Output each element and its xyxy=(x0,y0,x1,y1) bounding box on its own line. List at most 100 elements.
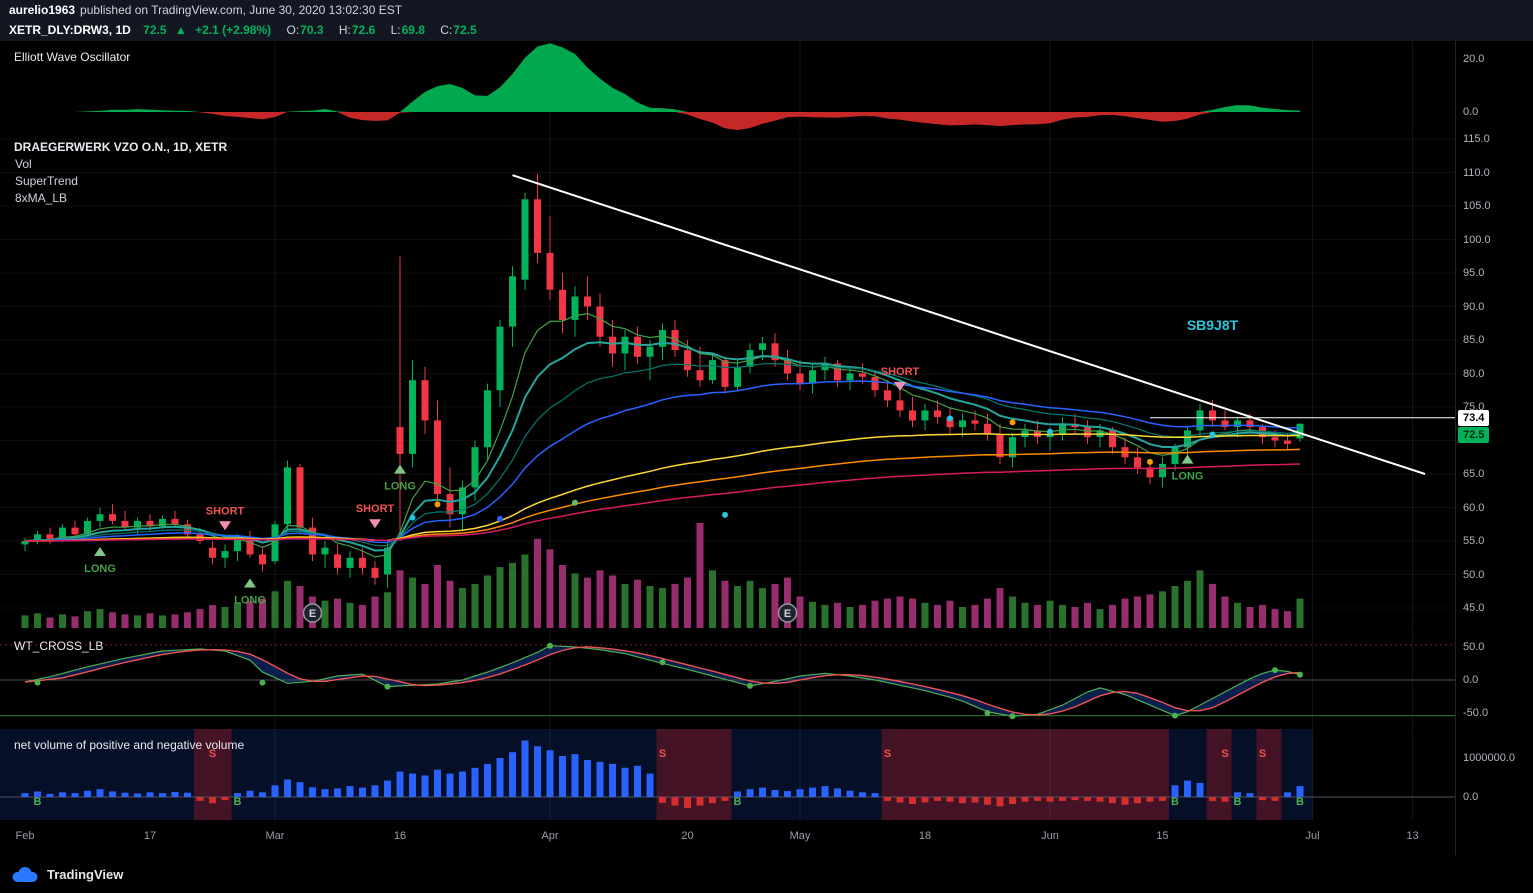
netvol-bar xyxy=(534,746,541,797)
candle-body xyxy=(596,306,604,337)
candle-body xyxy=(1109,430,1116,448)
netvol-bar xyxy=(71,793,79,797)
main-plot[interactable]: LONG SHORT LONG SHORT LONG SHORT LONG E E SB9J8T xyxy=(0,131,1455,629)
time-axis[interactable]: Feb 17 Mar 16 Apr 20 May 18 Jun 15 Jul 13 xyxy=(0,821,1533,856)
wt-cross-dot xyxy=(547,642,553,649)
netvol-bar xyxy=(296,782,304,797)
volume-bar xyxy=(296,586,304,628)
last-price-label: 72.5 xyxy=(1458,426,1490,443)
wt-cross-dot xyxy=(1009,713,1016,720)
volume-bar xyxy=(96,609,104,628)
netvol-bar xyxy=(1084,797,1091,801)
price-axis-netvol[interactable]: 1000000.0 0.0 xyxy=(1456,729,1533,821)
candle-body xyxy=(34,534,41,541)
price-tick: 50.0 xyxy=(1463,641,1485,653)
ewo-plot[interactable] xyxy=(0,41,1455,130)
pivot-dot xyxy=(1009,419,1016,426)
long-triangle-icon xyxy=(244,578,256,588)
netvol-bar xyxy=(309,787,316,798)
last-price-value: 72.5 xyxy=(143,23,167,37)
pivot-dot xyxy=(722,511,728,518)
netvol-bar xyxy=(1271,797,1279,801)
candle-body xyxy=(1009,437,1016,458)
netvol-plot[interactable]: B S B S B S B S B S B xyxy=(0,729,1455,820)
wt-plot[interactable] xyxy=(0,630,1455,728)
brand-name[interactable]: TradingView xyxy=(47,866,124,882)
earnings-letter: E xyxy=(784,608,791,620)
candle-body xyxy=(309,527,316,555)
volume-bar xyxy=(1134,596,1141,628)
candle-body xyxy=(171,518,179,525)
candle-body xyxy=(221,551,229,558)
long-triangle-icon xyxy=(394,464,406,474)
candle-body xyxy=(1084,427,1091,438)
axis-separator xyxy=(1455,41,1456,855)
candle-body xyxy=(1146,467,1154,478)
indicator-8xma-label[interactable]: 8xMA_LB xyxy=(15,191,68,205)
price-axis-wt[interactable]: 50.0 0.0 -50.0 xyxy=(1456,630,1533,729)
netvol-bar xyxy=(146,792,154,797)
candle-body xyxy=(959,420,966,428)
candle-body xyxy=(159,518,166,527)
candle-body xyxy=(809,370,816,384)
candle-body xyxy=(371,567,379,578)
candle-body xyxy=(684,350,691,371)
time-tick: 20 xyxy=(681,830,694,842)
price-axis-ewo[interactable]: 20.0 0.0 xyxy=(1456,41,1533,131)
netvol-bar xyxy=(521,740,529,797)
tradingview-logo-icon[interactable] xyxy=(10,865,40,884)
pivot-dot xyxy=(434,501,441,508)
netvol-bar xyxy=(1034,797,1041,801)
netvol-bar xyxy=(759,787,766,797)
candle-body xyxy=(1134,457,1141,468)
candle-body xyxy=(1184,430,1191,448)
netvol-bar xyxy=(884,797,891,801)
indicator-vol-label[interactable]: Vol xyxy=(15,157,32,171)
volume-bar xyxy=(609,575,616,628)
time-tick: Apr xyxy=(541,830,559,842)
netvol-bar xyxy=(546,750,554,797)
indicator-supertrend-label[interactable]: SuperTrend xyxy=(15,174,78,188)
long-label: LONG xyxy=(1172,471,1204,483)
price-axis-main[interactable]: 115.0 110.0 105.0 100.0 95.0 90.0 85.0 80.0 75.0… xyxy=(1456,131,1533,630)
netvol-bar xyxy=(371,785,379,797)
netvol-bar xyxy=(1259,797,1266,801)
candle-body xyxy=(409,380,416,454)
short-label: SHORT xyxy=(881,366,920,378)
volume-bar xyxy=(621,583,629,628)
volume-bar xyxy=(196,609,204,628)
price-tick: 115.0 xyxy=(1463,133,1490,145)
candle-body xyxy=(571,296,579,320)
main-title[interactable]: DRAEGERWERK VZO O.N., 1D, XETR xyxy=(14,140,228,154)
symbol-name[interactable]: XETR_DLY:DRW3, 1D xyxy=(9,23,131,37)
candle-body xyxy=(1271,437,1279,441)
volume-bar xyxy=(771,583,779,628)
wt-title[interactable]: WT_CROSS_LB xyxy=(14,639,104,653)
volume-bar xyxy=(509,562,516,628)
volume-bar xyxy=(571,573,579,628)
volume-bar xyxy=(584,577,591,628)
candle-body xyxy=(1259,427,1266,438)
candle-body xyxy=(709,360,716,381)
candle-body xyxy=(1246,420,1254,428)
volume-bar xyxy=(1171,586,1179,628)
volume-bar xyxy=(1096,609,1104,628)
netvol-title[interactable]: net volume of positive and negative volu… xyxy=(14,738,245,752)
candle-body xyxy=(234,537,241,552)
candle-body xyxy=(509,276,516,327)
netvol-bar xyxy=(1121,797,1129,805)
candle-body xyxy=(296,467,304,528)
wt-cross-dot xyxy=(1297,671,1303,678)
volume-bar xyxy=(546,549,554,629)
sell-marker: S xyxy=(1221,748,1228,760)
ewo-title[interactable]: Elliott Wave Oscillator xyxy=(14,50,131,64)
netvol-bar xyxy=(509,752,516,797)
drawn-price-label[interactable]: 73.4 xyxy=(1458,409,1490,426)
volume-bar xyxy=(371,596,379,628)
volume-bar xyxy=(334,598,341,628)
candle-body xyxy=(71,527,79,535)
high-value: 72.6 xyxy=(351,23,376,37)
candle-body xyxy=(46,534,54,541)
candle-body xyxy=(909,410,916,421)
pivot-dot xyxy=(1047,428,1053,435)
